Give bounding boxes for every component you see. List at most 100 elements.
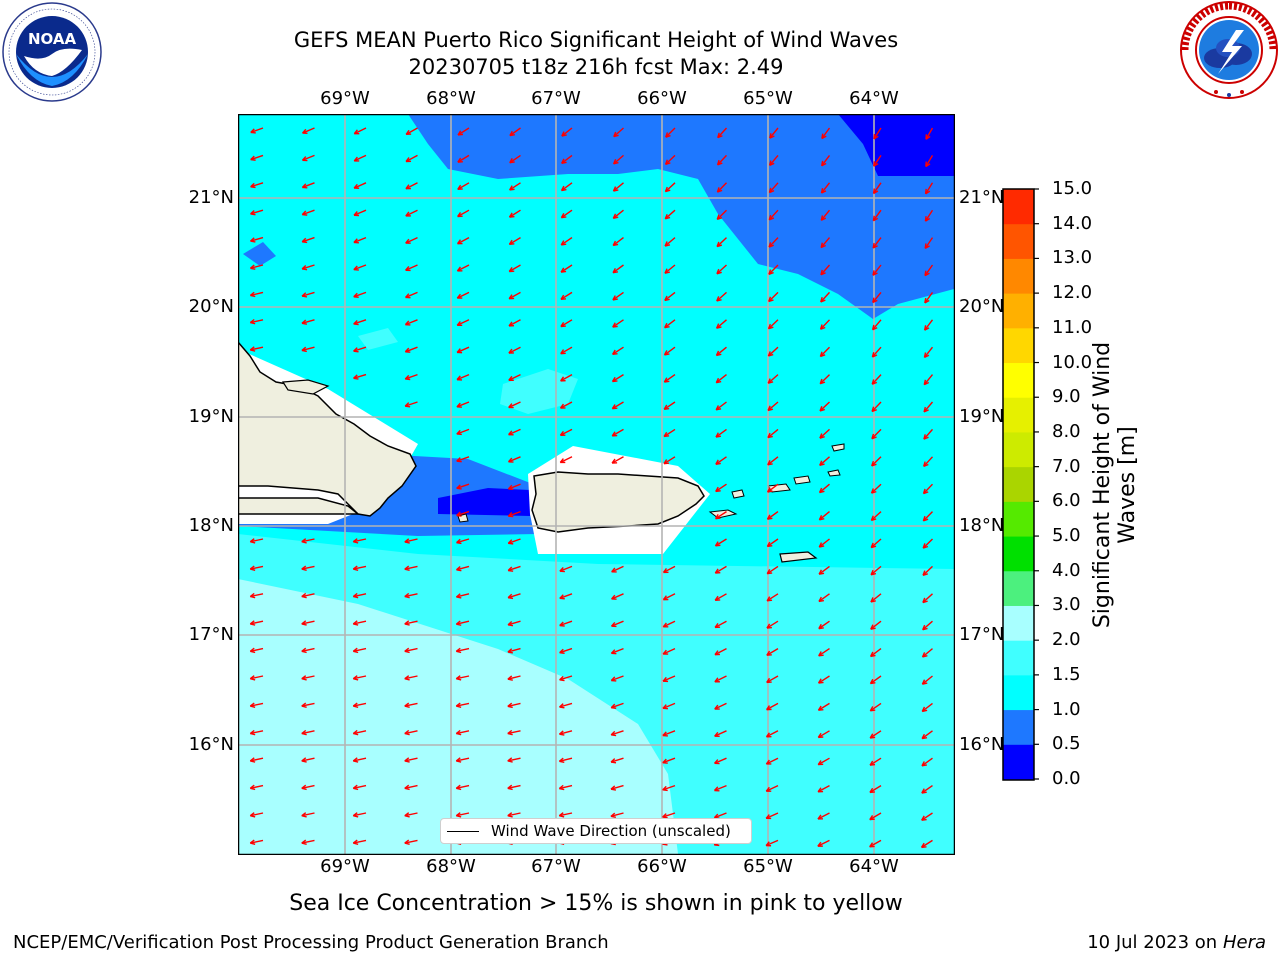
wind-arrow xyxy=(663,565,676,574)
wind-arrow xyxy=(353,812,367,817)
wind-arrow-head xyxy=(250,321,256,325)
wind-arrow xyxy=(610,757,624,763)
wind-arrow xyxy=(508,319,521,327)
wind-arrow xyxy=(872,209,882,222)
wind-arrow-head xyxy=(611,734,617,737)
wind-arrow xyxy=(560,428,573,436)
wind-arrow-head xyxy=(925,217,931,222)
wind-arrow-head xyxy=(870,572,877,576)
wind-arrow-head xyxy=(767,572,773,575)
lon-label-bottom-66w: 66°W xyxy=(637,856,687,877)
wind-arrow xyxy=(925,155,934,167)
wind-arrow-head xyxy=(871,490,877,494)
wind-arrow xyxy=(768,209,779,221)
wind-arrow xyxy=(559,565,573,572)
wind-arrow-head xyxy=(922,709,928,713)
wind-arrow xyxy=(611,401,624,410)
wind-arrow xyxy=(923,428,934,440)
wind-arrow-head xyxy=(610,761,617,764)
wind-arrow xyxy=(716,237,727,248)
wind-arrow-head xyxy=(923,409,929,413)
wind-arrow-head xyxy=(301,705,307,708)
wind-arrow xyxy=(663,428,676,438)
wind-arrow-head xyxy=(559,787,565,791)
wind-arrow-head xyxy=(353,377,359,380)
wind-arrow-head xyxy=(456,705,462,708)
wind-arrow xyxy=(766,730,779,738)
colorbar-cell xyxy=(1003,709,1034,745)
wind-arrow xyxy=(560,264,573,273)
wind-arrow xyxy=(561,182,573,192)
wind-arrow xyxy=(924,237,934,249)
wind-arrow-head xyxy=(301,322,308,325)
wind-arrow-head xyxy=(769,189,775,194)
wind-arrow xyxy=(766,620,779,629)
wind-arrow xyxy=(873,127,882,140)
wind-arrow xyxy=(301,730,315,735)
wind-arrow xyxy=(715,428,727,438)
wind-arrow xyxy=(301,264,315,270)
wind-arrow xyxy=(715,456,727,465)
wind-arrow-head xyxy=(870,600,876,603)
wind-arrow-head xyxy=(923,381,930,386)
wind-arrow xyxy=(871,428,882,440)
wind-arrow-head xyxy=(662,789,668,792)
wind-arrow-head xyxy=(301,787,307,791)
wind-arrow-head xyxy=(717,162,723,166)
wind-arrow xyxy=(664,182,676,193)
wind-arrow xyxy=(767,374,779,384)
colorbar-title-line1: Significant Height of Wind xyxy=(1090,341,1115,629)
wind-arrow xyxy=(456,373,470,381)
wind-arrow xyxy=(250,757,264,762)
wind-arrow-head xyxy=(768,353,774,357)
wind-arrow xyxy=(766,565,779,575)
wind-arrow xyxy=(456,428,470,435)
colorbar-tick-label: 4.0 xyxy=(1052,559,1081,581)
wind-arrow xyxy=(921,812,933,821)
wind-arrow-head xyxy=(871,545,877,549)
wind-arrow-head xyxy=(561,161,567,164)
wind-arrow xyxy=(715,401,727,411)
wind-arrow xyxy=(250,730,264,735)
wind-arrow xyxy=(404,812,418,817)
wind-arrow xyxy=(508,346,521,354)
wind-arrow-head xyxy=(820,354,826,358)
wind-arrow-head xyxy=(561,270,567,273)
wind-arrow-head xyxy=(924,299,930,304)
wind-arrow xyxy=(662,647,676,655)
wind-arrow xyxy=(507,784,521,789)
wind-arrow xyxy=(820,319,831,330)
wind-arrow-head xyxy=(456,760,462,763)
wind-arrow xyxy=(923,401,934,413)
wind-arrow-head xyxy=(353,732,359,736)
wind-arrow xyxy=(405,291,418,299)
wave-band-2-3m xyxy=(238,579,678,854)
wave-band-0.5-1m xyxy=(408,114,954,319)
wind-arrow-head xyxy=(353,296,359,299)
wind-arrow-head xyxy=(353,787,359,791)
wind-arrow xyxy=(559,730,573,735)
wind-arrow xyxy=(508,428,521,436)
wind-arrow-head xyxy=(820,244,826,249)
wind-arrow xyxy=(560,237,573,246)
wave-band-0-0.5m xyxy=(838,114,954,176)
wind-arrow xyxy=(507,593,521,599)
wind-arrow xyxy=(869,757,882,766)
wind-arrow xyxy=(716,264,727,275)
wind-arrow-head xyxy=(250,158,256,161)
wind-arrow xyxy=(250,620,264,625)
wind-arrow xyxy=(715,511,727,520)
wind-arrow-head xyxy=(818,709,824,711)
wind-arrow-head xyxy=(250,186,256,189)
wind-arrow xyxy=(561,154,573,164)
wind-arrow-head xyxy=(509,134,515,137)
chart-subtitle: 20230705 t18z 216h fcst Max: 2.49 xyxy=(408,55,784,79)
wind-arrow-head xyxy=(404,705,410,708)
wind-arrow xyxy=(922,620,933,631)
wind-arrow-head xyxy=(818,627,824,630)
wind-arrow xyxy=(404,620,418,625)
wind-arrow xyxy=(872,182,882,194)
nws-logo xyxy=(1178,0,1280,100)
wind-arrow xyxy=(663,401,676,410)
wind-arrow-head xyxy=(301,678,307,681)
